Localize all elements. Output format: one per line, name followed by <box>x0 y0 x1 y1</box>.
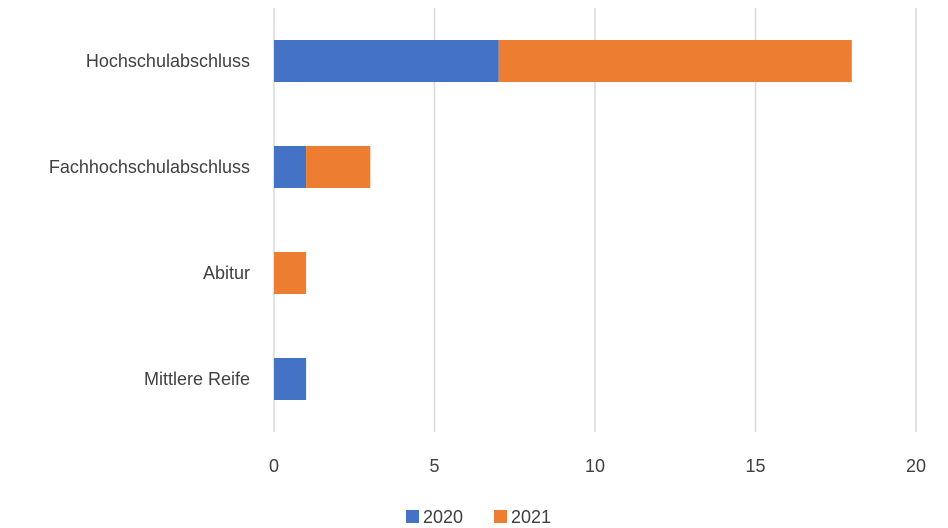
category-label: Mittlere Reife <box>144 369 250 389</box>
x-tick-label: 0 <box>269 456 279 476</box>
bar-2020-hochschulabschluss <box>274 40 499 82</box>
bar-2020-mittlere-reife <box>274 358 307 400</box>
x-tick-labels: 0 5 10 15 20 <box>269 456 926 476</box>
legend-label-2021: 2021 <box>511 507 551 527</box>
legend: 2020 2021 <box>406 507 551 527</box>
legend-swatch-2020 <box>406 510 419 523</box>
bar-2021-fachhochschulabschluss <box>306 146 371 188</box>
category-labels: Hochschulabschluss Fachhochschulabschluss… <box>49 51 250 389</box>
x-tick-label: 15 <box>745 456 765 476</box>
legend-swatch-2021 <box>494 510 507 523</box>
x-tick-label: 10 <box>585 456 605 476</box>
bar-2020-fachhochschulabschluss <box>274 146 307 188</box>
category-label: Abitur <box>203 263 250 283</box>
bar-2021-hochschulabschluss <box>498 40 852 82</box>
x-tick-label: 5 <box>429 456 439 476</box>
category-label: Hochschulabschluss <box>86 51 250 71</box>
bar-2021-abitur <box>274 252 307 294</box>
x-tick-label: 20 <box>906 456 926 476</box>
category-label: Fachhochschulabschluss <box>49 157 250 177</box>
legend-label-2020: 2020 <box>423 507 463 527</box>
bars <box>274 40 852 400</box>
